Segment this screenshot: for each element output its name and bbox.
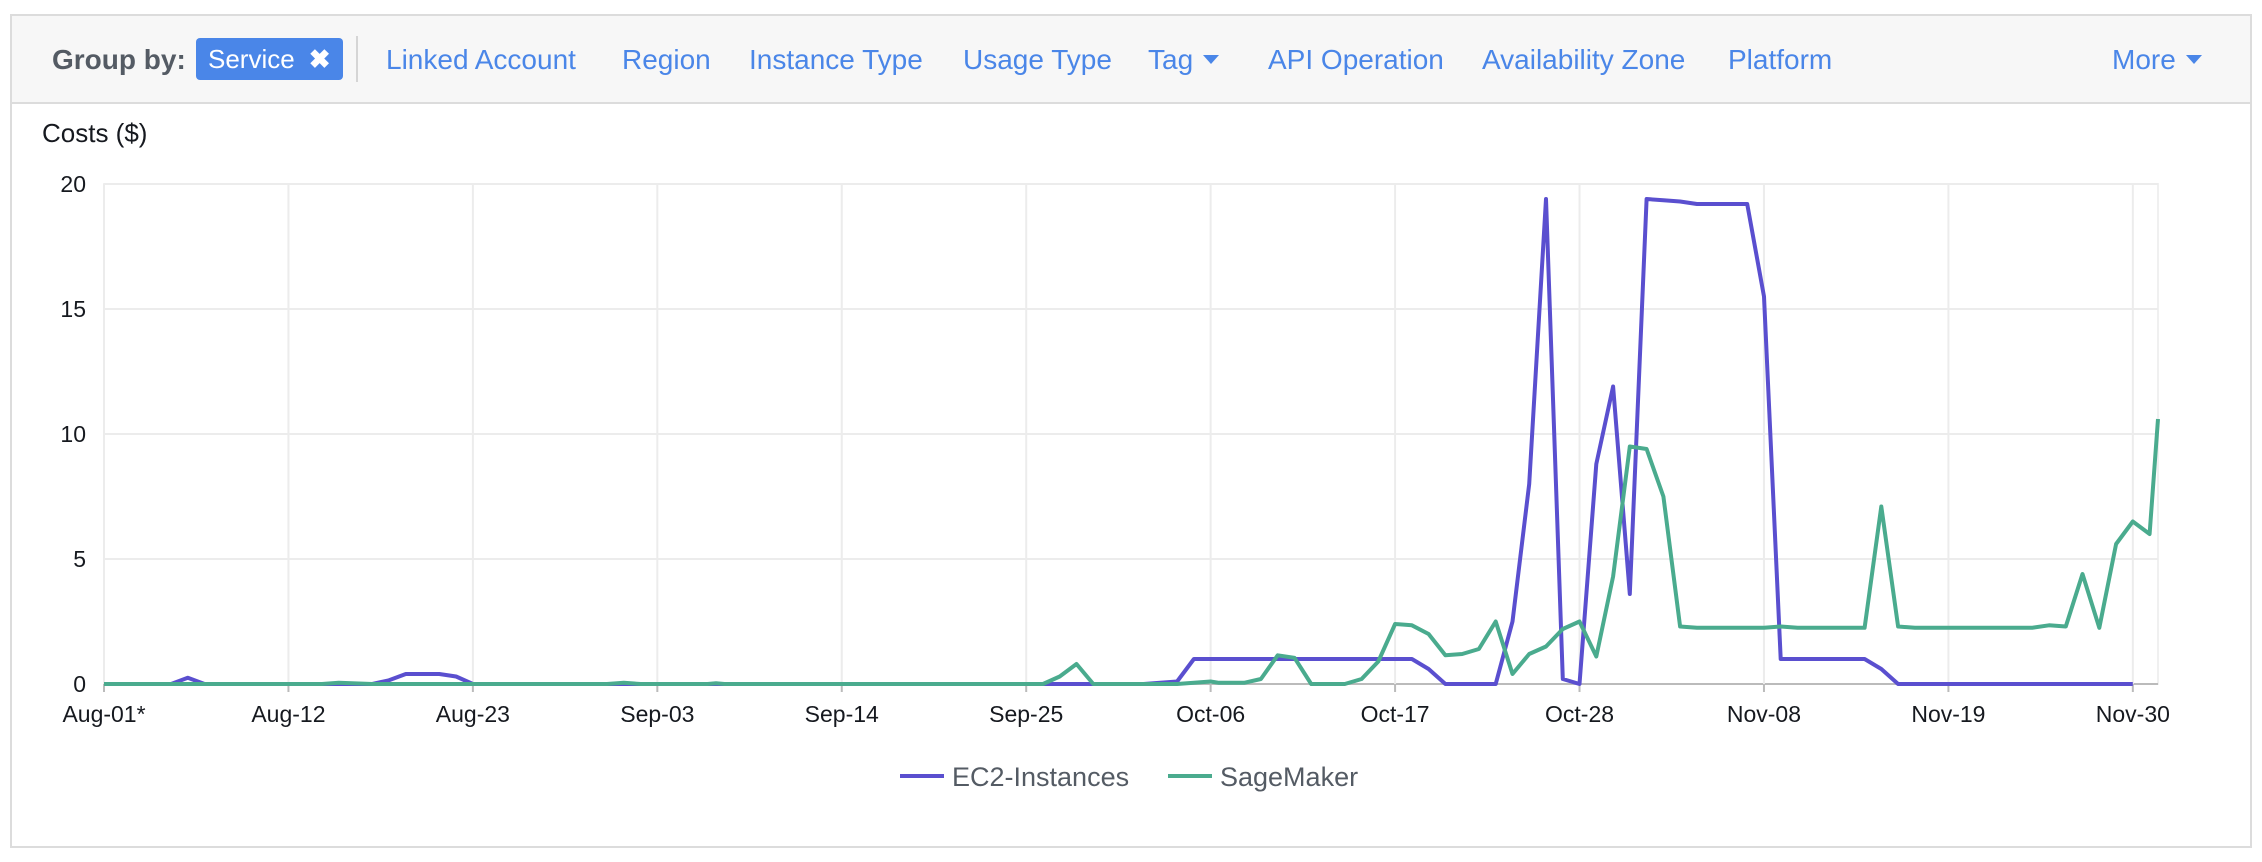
group-option-linked-account[interactable]: Linked Account <box>386 44 576 75</box>
group-option-tag[interactable]: Tag <box>1148 44 1220 76</box>
x-tick-label: Aug-12 <box>251 701 325 727</box>
group-by-toolbar: Group by: Service ✖ Linked Account Regio… <box>12 16 2250 104</box>
y-axis-label: Costs ($) <box>42 118 148 148</box>
group-option-instance-type[interactable]: Instance Type <box>749 44 923 75</box>
more-dropdown[interactable]: More <box>2112 44 2202 76</box>
remove-icon[interactable]: ✖ <box>308 44 331 74</box>
x-tick-label: Nov-30 <box>2096 701 2170 727</box>
y-tick-label: 0 <box>73 671 86 697</box>
x-tick-label: Oct-06 <box>1176 701 1245 727</box>
tag-option-label: Tag <box>1148 44 1194 75</box>
more-label: More <box>2112 44 2176 75</box>
y-tick-label: 10 <box>60 421 86 447</box>
y-tick-label: 15 <box>60 296 86 322</box>
group-by-label: Group by: <box>52 44 186 75</box>
x-tick-label: Sep-14 <box>805 701 879 727</box>
x-tick-label: Aug-23 <box>436 701 510 727</box>
legend-label-ec2-instances: EC2-Instances <box>952 762 1129 792</box>
caret-down-icon <box>2185 55 2202 65</box>
toolbar-divider <box>356 36 358 82</box>
group-option-availability-zone[interactable]: Availability Zone <box>1482 44 1686 75</box>
x-tick-label: Oct-28 <box>1545 701 1614 727</box>
group-by-chip-service[interactable]: Service ✖ <box>196 38 343 80</box>
caret-down-icon <box>1203 55 1220 65</box>
y-tick-label: 5 <box>73 546 86 572</box>
x-tick-label: Sep-03 <box>620 701 694 727</box>
series-line-sagemaker <box>104 418 2160 686</box>
series-line-ec2-instances <box>104 197 2133 686</box>
x-tick-label: Sep-25 <box>989 701 1063 727</box>
x-tick-label: Nov-19 <box>1911 701 1985 727</box>
group-option-platform[interactable]: Platform <box>1728 44 1833 75</box>
x-tick-label: Nov-08 <box>1727 701 1801 727</box>
x-tick-label: Oct-17 <box>1361 701 1430 727</box>
legend-label-sagemaker: SageMaker <box>1220 762 1358 792</box>
group-option-region[interactable]: Region <box>622 44 711 75</box>
x-tick-label: Aug-01* <box>62 701 145 727</box>
chip-label: Service <box>208 43 295 74</box>
y-tick-label: 20 <box>60 171 86 197</box>
group-option-usage-type[interactable]: Usage Type <box>963 44 1112 75</box>
cost-explorer-panel: Group by: Service ✖ Linked Account Regio… <box>10 14 2252 848</box>
group-option-api-operation[interactable]: API Operation <box>1268 44 1444 75</box>
